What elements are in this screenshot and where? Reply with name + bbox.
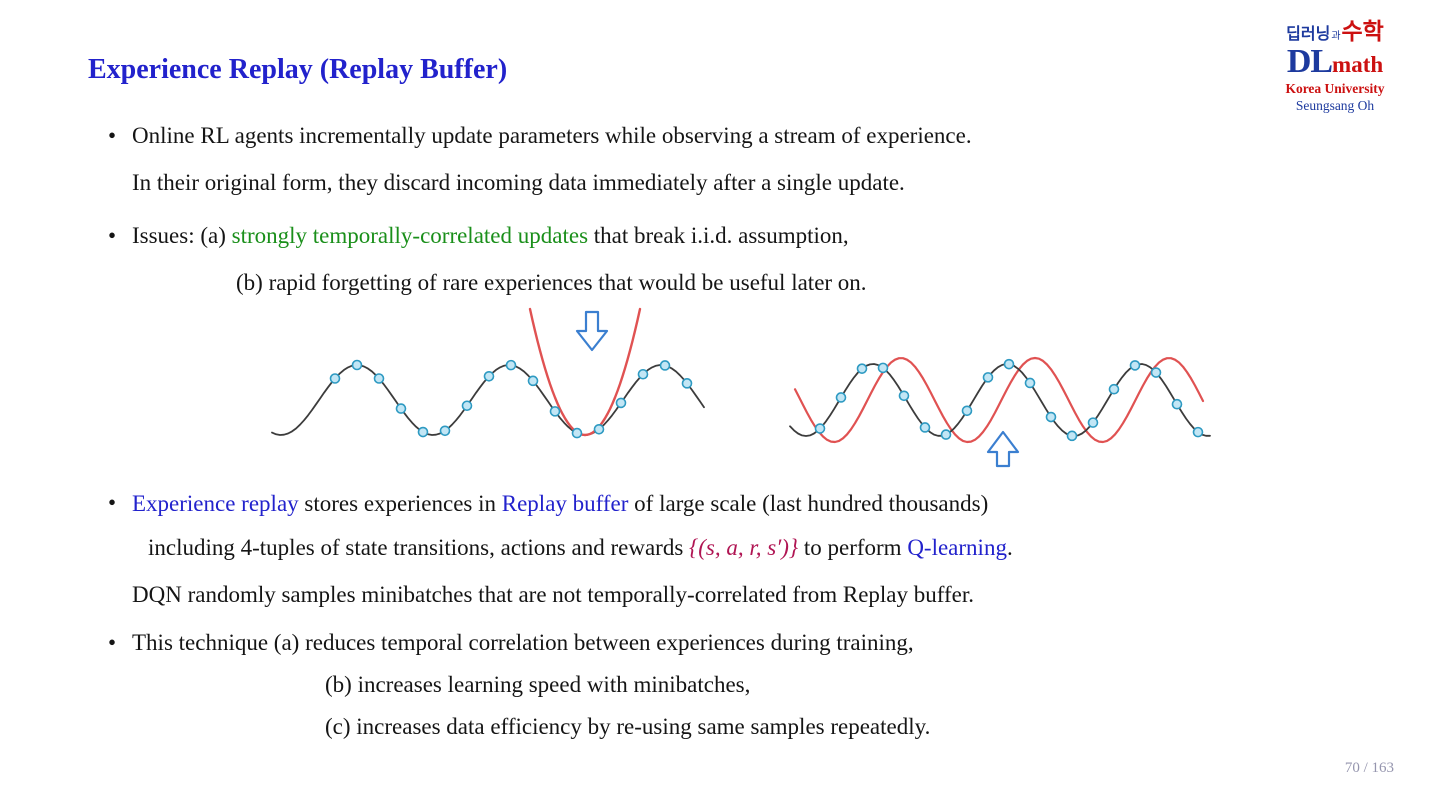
logo-korean-and: 과 bbox=[1331, 30, 1341, 42]
dlmath-logo: 딥러닝 과 수학 DLmath Korea University Seungsang… bbox=[1260, 19, 1410, 113]
sample-dot bbox=[1171, 398, 1183, 410]
sample-dot bbox=[1024, 377, 1036, 389]
logo-math: math bbox=[1332, 52, 1384, 78]
sars-tuple-math: {(s, a, r, s′)} bbox=[689, 535, 799, 560]
logo-dl: DL bbox=[1286, 43, 1333, 81]
bullet2-line2: (b) rapid forgetting of rare experiences… bbox=[236, 270, 867, 295]
issues-prefix: Issues: (a) bbox=[132, 223, 232, 248]
sample-dot bbox=[814, 423, 826, 434]
sample-dot bbox=[527, 375, 539, 387]
sample-dot bbox=[593, 424, 605, 435]
logo-korean-deeplearning: 딥러닝 bbox=[1286, 26, 1331, 44]
logo-author: Seungsang Oh bbox=[1295, 98, 1375, 113]
bullet3-mid2: to perform bbox=[798, 535, 908, 560]
q-learning-term: Q-learning bbox=[907, 535, 1007, 560]
sample-dot bbox=[1129, 360, 1141, 371]
issues-suffix: that break i.i.d. assumption, bbox=[588, 223, 849, 248]
sample-dot bbox=[439, 425, 451, 437]
sample-dot bbox=[571, 427, 583, 439]
sample-dot bbox=[461, 400, 473, 412]
down-arrow-icon bbox=[575, 310, 609, 352]
replay-buffer-term: Replay buffer bbox=[501, 491, 629, 516]
sample-dot bbox=[877, 362, 889, 374]
sample-dot bbox=[659, 360, 671, 371]
overfit-curve bbox=[528, 307, 642, 437]
sample-dot bbox=[549, 406, 561, 417]
sample-dot bbox=[898, 390, 910, 402]
up-arrow-icon bbox=[986, 430, 1020, 468]
bullet-online-rl: Online RL agents incrementally update pa… bbox=[108, 112, 1390, 206]
sample-dot bbox=[351, 359, 363, 371]
sample-dot bbox=[919, 422, 931, 433]
sample-dot bbox=[1192, 426, 1204, 438]
sample-dot bbox=[940, 429, 952, 440]
bullet3-dot: . bbox=[1006, 535, 1013, 560]
bullet-technique-benefits: This technique (a) reduces temporal corr… bbox=[108, 622, 1390, 748]
logo-korean-math: 수학 bbox=[1341, 19, 1384, 44]
bullet-issues: Issues: (a) strongly temporally-correlat… bbox=[108, 212, 1390, 306]
bullet3-lead2: including 4-tuples of state transitions,… bbox=[148, 535, 690, 560]
shifted-fit-curve bbox=[793, 356, 1205, 444]
bullet4-line1: This technique (a) reduces temporal corr… bbox=[132, 630, 914, 655]
sample-dot bbox=[1066, 430, 1078, 442]
page-number: 70 / 163 bbox=[1344, 760, 1394, 776]
sample-dot bbox=[505, 359, 517, 371]
sample-dot bbox=[417, 426, 429, 438]
sample-dot bbox=[615, 397, 627, 409]
sample-dot bbox=[329, 373, 341, 384]
slide-title: Experience Replay (Replay Buffer) bbox=[88, 54, 508, 85]
bullet4-line3: (c) increases data efficiency by re-usin… bbox=[325, 714, 931, 739]
logo-dlmath-wordmark: DLmath bbox=[1260, 44, 1410, 80]
sample-dot bbox=[856, 363, 868, 374]
sample-dot bbox=[1003, 358, 1015, 370]
sample-dot bbox=[1108, 383, 1120, 395]
experience-replay-term: Experience replay bbox=[132, 491, 299, 516]
figure-correlated-fit bbox=[789, 356, 1211, 468]
issues-highlight-green: strongly temporally-correlated updates bbox=[231, 223, 589, 248]
logo-korean-text: 딥러닝 과 수학 bbox=[1260, 19, 1410, 44]
sample-dot bbox=[1150, 367, 1162, 378]
sample-dot bbox=[395, 403, 407, 414]
sample-dot bbox=[1045, 411, 1057, 423]
sample-dot bbox=[835, 392, 847, 403]
bullet1-line1: Online RL agents incrementally update pa… bbox=[132, 123, 972, 148]
sample-dot bbox=[681, 378, 693, 389]
bullet1-line2: In their original form, they discard inc… bbox=[132, 170, 905, 195]
sample-dot bbox=[637, 368, 649, 380]
logo-university: Korea University bbox=[1285, 80, 1385, 96]
sample-dot bbox=[373, 373, 385, 384]
sample-dot bbox=[982, 372, 994, 383]
bullet3-line3: DQN randomly samples minibatches that ar… bbox=[132, 582, 975, 607]
bullet-experience-replay: Experience replay stores experiences in … bbox=[108, 482, 1390, 617]
bullet3-line1: Experience replay stores experiences in … bbox=[132, 482, 1390, 526]
bullet3-tail1: of large scale (last hundred thousands) bbox=[628, 491, 989, 516]
sample-dot bbox=[483, 370, 495, 382]
figure-overfit-recent-data bbox=[271, 307, 705, 439]
bullet2-line1: Issues: (a) strongly temporally-correlat… bbox=[132, 212, 1390, 259]
bullet3-mid1: stores experiences in bbox=[298, 491, 502, 516]
sample-dot bbox=[1087, 417, 1099, 428]
bullet4-line2: (b) increases learning speed with miniba… bbox=[325, 672, 751, 697]
bullet3-line2: including 4-tuples of state transitions,… bbox=[148, 526, 1390, 570]
sample-dot bbox=[961, 405, 973, 417]
